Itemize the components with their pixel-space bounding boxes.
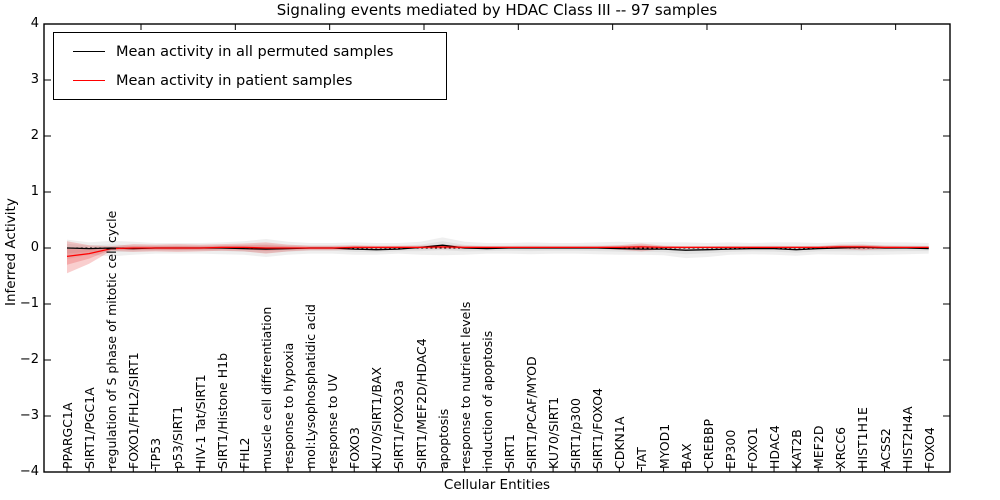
patient-line-swatch bbox=[73, 80, 105, 81]
x-tick-label: induction of apoptosis bbox=[479, 330, 495, 469]
x-tick-label: mol:Lysophosphatidic acid bbox=[303, 304, 319, 469]
x-tick-label: ACSS2 bbox=[877, 428, 893, 469]
x-tick-label: FOXO1/FHL2/SIRT1 bbox=[126, 352, 142, 469]
x-axis-label: Cellular Entities bbox=[443, 477, 551, 493]
x-tick-label: MEF2D bbox=[811, 425, 827, 469]
patient-mean-line bbox=[66, 246, 929, 258]
legend-entry-permuted: Mean activity in all permuted samples bbox=[54, 37, 446, 66]
x-tick-label: SIRT1/FOXO3a bbox=[391, 380, 407, 469]
x-tick-label: regulation of S phase of mitotic cell cy… bbox=[104, 210, 120, 469]
x-tick-label: SIRT1/p300 bbox=[568, 398, 584, 469]
x-tick-label: TP53 bbox=[148, 437, 164, 469]
legend-label: Mean activity in patient samples bbox=[116, 72, 353, 89]
x-tick-label: FOXO1 bbox=[744, 427, 760, 469]
x-tick-label: HIST2H4A bbox=[899, 406, 915, 469]
legend-label: Mean activity in all permuted samples bbox=[116, 43, 394, 60]
x-tick-label: HIV-1 Tat/SIRT1 bbox=[192, 374, 208, 469]
x-tick-label: XRCC6 bbox=[833, 426, 849, 469]
x-tick-label: CREBBP bbox=[700, 419, 716, 469]
y-axis-label: Inferred Activity bbox=[3, 198, 19, 306]
x-tick-label: KU70/SIRT1/BAX bbox=[369, 366, 385, 469]
x-tick-label: BAX bbox=[678, 443, 694, 469]
x-tick-label: KAT2B bbox=[789, 429, 805, 469]
x-tick-label: FOXO3 bbox=[347, 427, 363, 469]
x-tick-label: SIRT1/PGC1A bbox=[82, 387, 98, 469]
y-tick-label: −4 bbox=[19, 464, 39, 479]
y-tick-label: −3 bbox=[19, 408, 39, 423]
x-tick-label: CDKN1A bbox=[612, 416, 628, 469]
x-tick-label: p53/SIRT1 bbox=[170, 405, 186, 469]
y-tick-label: 1 bbox=[30, 184, 39, 199]
y-tick-label: 2 bbox=[30, 128, 39, 143]
x-tick-label: SIRT1/Histone H1b bbox=[214, 352, 230, 469]
x-tick-label: PPARGC1A bbox=[60, 402, 75, 469]
x-tick-label: response to hypoxia bbox=[280, 342, 296, 469]
x-tick-label: SIRT1/MEF2D/HDAC4 bbox=[413, 338, 429, 469]
chart-title: Signaling events mediated by HDAC Class … bbox=[276, 1, 718, 19]
y-tick-label: 0 bbox=[30, 240, 39, 255]
x-tick-label: SIRT1/FOXO4 bbox=[590, 388, 606, 469]
y-tick-label: −1 bbox=[19, 296, 39, 311]
x-tick-label: SIRT1 bbox=[501, 434, 517, 469]
permuted-line-swatch bbox=[73, 51, 105, 52]
y-tick-label: 3 bbox=[30, 72, 39, 87]
x-tick-label: HIST1H1E bbox=[855, 407, 871, 469]
y-tick-label: −2 bbox=[19, 352, 39, 367]
x-tick-label: HDAC4 bbox=[767, 425, 783, 469]
x-tick-label: response to nutrient levels bbox=[457, 301, 473, 469]
x-tick-label: KU70/SIRT1 bbox=[546, 396, 562, 469]
legend: Mean activity in all permuted samples Me… bbox=[53, 32, 447, 100]
x-tick-label: MYOD1 bbox=[656, 423, 672, 469]
x-tick-label: muscle cell differentiation bbox=[258, 306, 274, 469]
y-tick-label: 4 bbox=[30, 16, 39, 31]
x-tick-label: EP300 bbox=[722, 429, 738, 469]
x-tick-label: response to UV bbox=[325, 374, 341, 469]
x-tick-label: FHL2 bbox=[236, 437, 252, 469]
x-tick-label: apoptosis bbox=[435, 408, 451, 469]
x-tick-label: SIRT1/PCAF/MYOD bbox=[523, 356, 539, 469]
legend-entry-patient: Mean activity in patient samples bbox=[54, 66, 446, 95]
x-tick-label: FOXO4 bbox=[921, 427, 937, 469]
x-tick-label: TAT bbox=[634, 447, 650, 469]
